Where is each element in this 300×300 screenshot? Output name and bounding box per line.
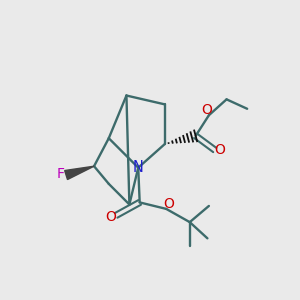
Text: F: F bbox=[57, 167, 65, 182]
Polygon shape bbox=[65, 166, 94, 179]
Text: N: N bbox=[133, 160, 144, 175]
Text: O: O bbox=[105, 209, 116, 224]
Text: O: O bbox=[202, 103, 213, 117]
Text: O: O bbox=[214, 143, 226, 157]
Text: O: O bbox=[164, 197, 175, 211]
